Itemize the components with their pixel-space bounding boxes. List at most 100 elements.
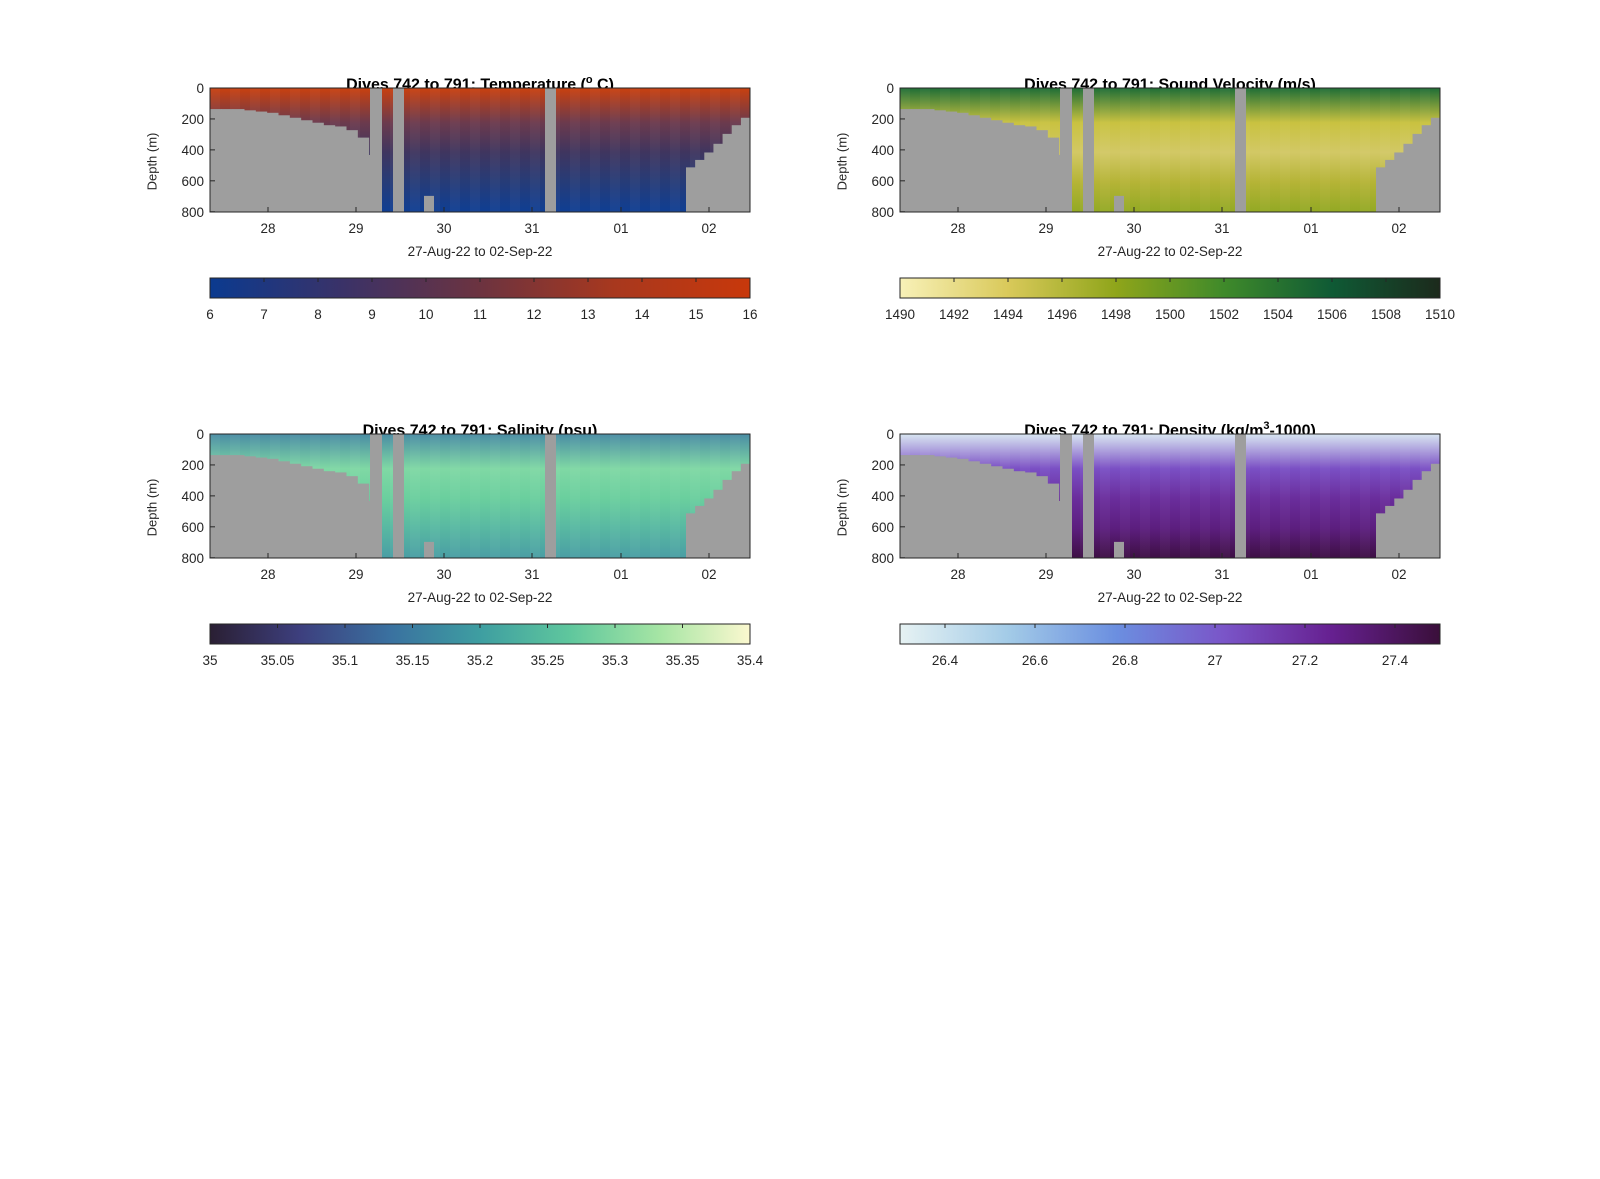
profile-column [1160,434,1170,558]
data-gap-bar [545,88,556,212]
bathymetry-mask [713,489,724,558]
y-tick-label: 800 [871,551,894,566]
bathymetry-mask [346,130,358,212]
bathymetry-mask [334,126,347,212]
profile-column [1200,434,1210,558]
y-tick-label: 0 [196,427,204,442]
bathymetry-mask [1047,483,1060,558]
colorbar-tick-label: 35.35 [666,653,700,668]
profile-column [1140,434,1150,558]
colorbar-tick-label: 8 [314,307,322,322]
x-tick-label: 29 [348,221,363,236]
colorbar-tick-label: 35.3 [602,653,628,668]
bathymetry-mask [695,505,705,558]
x-tick-label: 31 [1214,567,1229,582]
x-tick-label: 30 [1126,567,1141,582]
colorbar-tick-label: 26.8 [1112,653,1138,668]
x-axis-label: 27-Aug-22 to 02-Sep-22 [1097,244,1243,259]
profile-column [1280,434,1290,558]
colorbar-tick-label: 11 [473,307,487,322]
bathymetry-mask [1421,125,1432,212]
y-tick-label: 200 [181,112,204,127]
profile-column [490,88,500,212]
bathymetry-mask [686,513,696,558]
bathymetry-mask [1385,505,1395,558]
y-tick-label: 600 [181,520,204,535]
bathymetry-mask [1430,463,1441,558]
bathymetry-mask [357,137,370,212]
profile-column [530,88,540,212]
data-gap-bar [545,434,556,558]
bathymetry-mask [731,125,742,212]
x-tick-label: 01 [1303,567,1318,582]
bathymetry-mask [323,471,336,558]
profile-column [1220,434,1230,558]
bathymetry-mask [686,167,696,212]
profile-column [630,434,640,558]
x-tick-label: 29 [1038,221,1053,236]
bathymetry-mask [1376,167,1386,212]
profile-column [1260,434,1270,558]
profile-column [1100,88,1110,212]
bathymetry-mask [1024,126,1037,212]
y-tick-label: 400 [871,489,894,504]
colorbar-tick-label: 10 [418,307,433,322]
profile-column [470,88,480,212]
y-tick-label: 600 [181,174,204,189]
bathymetry-mask [289,117,302,212]
chart-svg: 0 200 400 600 800 28 29 30 31 01 02 26.4 26.6 26.8 27 2… [871,427,1441,668]
bathymetry-mask [956,112,969,212]
profile-column [1320,434,1330,558]
x-tick-label: 31 [524,221,539,236]
bathymetry-mask [911,109,924,212]
x-tick-label: 01 [613,567,628,582]
data-gap-bar [1060,434,1072,558]
profile-column [510,88,520,212]
x-tick-label: 01 [613,221,628,236]
bathymetry-mask [990,466,1003,558]
bathymetry-mask [1412,479,1423,558]
x-tick-label: 02 [1391,221,1406,236]
profile-column [450,88,460,212]
bathymetry-mask [722,133,733,212]
profile-column [670,88,680,212]
colorbar [899,623,1441,645]
bathymetry-mask [221,455,234,558]
x-tick-label: 29 [1038,567,1053,582]
x-tick-label: 02 [1391,567,1406,582]
profile-column [610,88,620,212]
bathymetry-mask [1047,137,1060,212]
colorbar-tick-label: 35.4 [737,653,764,668]
bathymetry-mask [1002,468,1014,558]
data-gap-bar [393,88,404,212]
colorbar-tick-label: 35.25 [531,653,565,668]
x-tick-label: 31 [524,567,539,582]
data-gap-bar [1235,88,1246,212]
y-tick-label: 800 [181,205,204,220]
bathymetry-mask [255,111,268,212]
profile-column [1180,434,1190,558]
bathymetry-mask [945,111,958,212]
bathymetry-mask [210,455,222,558]
profile-column [590,434,600,558]
data-gap-bar [370,434,382,558]
bathymetry-mask [300,120,313,212]
bathymetry-mask [722,479,733,558]
panel-temperature: Dives 742 to 791: Temperature (o C) Dept… [120,60,820,400]
profile-column [510,434,520,558]
y-tick-label: 200 [871,458,894,473]
bathymetry-mask [1036,476,1048,558]
x-tick-label: 30 [436,567,451,582]
colorbar-tick-label: 7 [260,307,268,322]
bathymetry-mask [979,463,992,558]
colorbar-tick-label: 6 [206,307,214,322]
bathymetry-mask [232,109,245,212]
y-tick-label: 400 [181,489,204,504]
x-tick-label: 01 [1303,221,1318,236]
colorbar-tick-label: 1494 [993,307,1024,322]
profile-column [1280,88,1290,212]
bathymetry-mask [1412,133,1423,212]
profile-column [1320,88,1330,212]
x-tick-label: 29 [348,567,363,582]
bathymetry-mask [990,120,1003,212]
